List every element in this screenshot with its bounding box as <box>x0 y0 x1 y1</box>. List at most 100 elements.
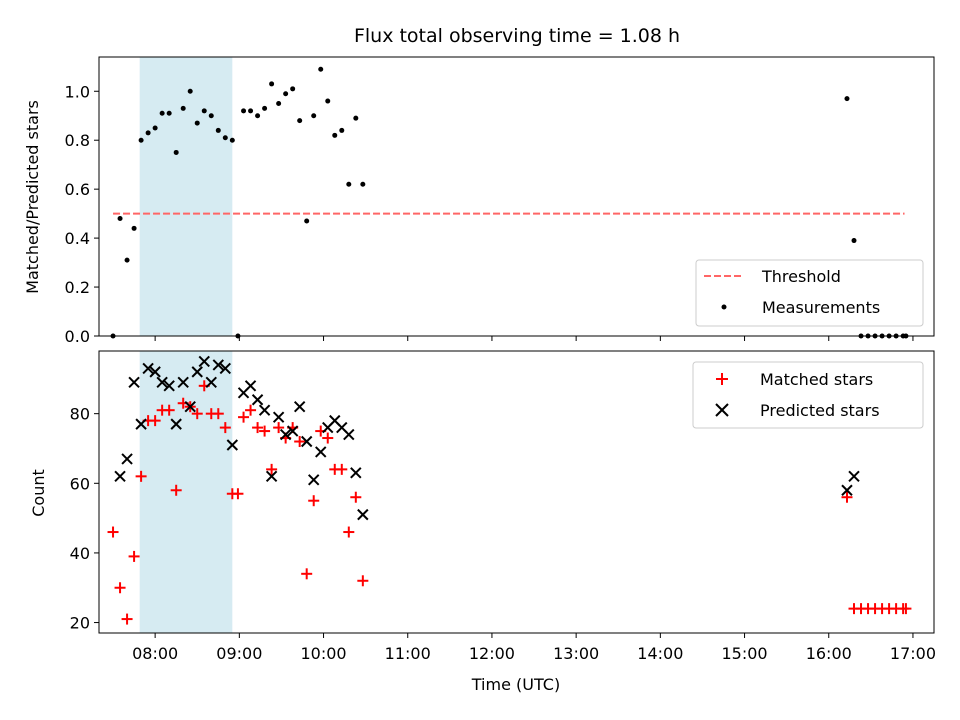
measurement-point <box>241 108 247 114</box>
measurement-point <box>138 137 144 143</box>
predicted-stars-series <box>114 355 860 521</box>
y-tick-label: 1.0 <box>65 82 90 101</box>
predicted-star-marker <box>114 470 126 483</box>
bottom-legend: Matched stars Predicted stars <box>692 361 924 429</box>
measurement-point <box>152 125 158 131</box>
bottom-panel: 20 40 60 80 08:00 09:00 10:00 11:00 12:00 13:00 1… <box>29 350 936 694</box>
x-tick-label: 11:00 <box>385 644 431 663</box>
predicted-star-marker <box>315 446 327 458</box>
matched-star-marker <box>219 422 231 434</box>
measurement-point <box>346 181 352 187</box>
bottom-x-axis: 08:00 09:00 10:00 11:00 12:00 13:00 14:00 15:00… <box>132 633 936 663</box>
measurement-point <box>290 86 296 92</box>
predicted-star-marker <box>350 467 362 479</box>
bottom-panel-frame <box>98 350 935 634</box>
legend-predicted-label: Predicted stars <box>760 401 880 420</box>
matched-star-marker <box>252 422 264 434</box>
predicted-star-marker <box>205 376 217 389</box>
predicted-star-marker <box>142 362 154 375</box>
legend-measurements-label: Measurements <box>762 298 880 317</box>
predicted-star-marker <box>198 355 210 368</box>
predicted-star-marker <box>226 439 239 451</box>
x-axis-label: Time (UTC) <box>471 675 560 694</box>
measurement-point <box>131 225 137 231</box>
matched-star-marker <box>259 425 271 437</box>
matched-star-marker <box>308 495 320 507</box>
measurement-point <box>262 105 268 111</box>
matched-star-marker <box>357 575 369 587</box>
measurement-point <box>318 66 324 72</box>
matched-star-marker <box>343 526 355 538</box>
predicted-star-marker <box>279 428 292 441</box>
predicted-star-marker <box>156 376 168 389</box>
measurement-point <box>269 81 275 87</box>
measurement-point <box>180 105 186 111</box>
x-tick-label: 14:00 <box>637 644 683 663</box>
matched-star-marker <box>170 484 182 496</box>
predicted-star-marker <box>848 470 860 483</box>
predicted-star-marker <box>300 435 313 448</box>
top-y-axis: 0.0 0.2 0.4 0.6 0.8 1.0 <box>65 82 99 346</box>
bottom-y-axis: 20 40 60 80 <box>70 405 99 633</box>
matched-star-marker <box>238 411 250 423</box>
x-tick-label: 16:00 <box>806 644 852 663</box>
measurement-point <box>276 101 282 106</box>
matched-star-marker <box>149 415 161 427</box>
predicted-star-marker <box>272 411 285 423</box>
measurement-point <box>194 120 200 126</box>
y-tick-label: 0.4 <box>65 229 90 248</box>
measurement-point <box>360 181 366 187</box>
predicted-star-marker <box>212 359 224 371</box>
measurement-point <box>851 238 857 244</box>
measurement-point <box>117 216 123 222</box>
matched-star-marker <box>841 491 853 503</box>
matched-star-marker <box>212 408 224 420</box>
matched-star-marker <box>266 463 278 475</box>
top-x-ticks <box>154 336 914 341</box>
predicted-star-marker <box>258 404 271 416</box>
y-tick-label: 0.0 <box>65 327 90 346</box>
matched-star-marker <box>350 491 362 503</box>
predicted-star-marker <box>343 428 355 441</box>
matched-star-marker <box>245 404 257 416</box>
y-tick-label: 80 <box>70 405 90 424</box>
x-tick-label: 17:00 <box>890 644 936 663</box>
matched-star-marker <box>135 470 147 482</box>
predicted-star-marker <box>251 394 264 406</box>
y-tick-label: 60 <box>70 474 90 493</box>
shaded-interval-rect <box>139 57 233 336</box>
bottom-legend-box <box>692 361 924 429</box>
legend-matched-swatch <box>716 373 728 385</box>
matched-star-marker <box>273 422 285 434</box>
measurement-point <box>311 113 317 119</box>
top-shaded-interval <box>139 57 233 336</box>
measurement-point <box>325 98 331 104</box>
matched-star-marker <box>114 582 126 594</box>
measurement-point <box>339 127 345 133</box>
y-tick-label: 0.2 <box>65 278 90 297</box>
predicted-star-marker <box>265 470 278 483</box>
legend-matched-label: Matched stars <box>760 370 873 389</box>
y-tick-label: 40 <box>70 544 90 563</box>
top-legend: Threshold Measurements <box>695 259 924 327</box>
measurement-point <box>332 132 338 138</box>
matched-star-marker <box>107 526 119 538</box>
predicted-star-marker <box>184 400 196 413</box>
x-tick-label: 09:00 <box>216 644 262 663</box>
matched-star-marker <box>301 568 313 580</box>
x-tick-label: 13:00 <box>553 644 599 663</box>
predicted-star-marker <box>170 418 182 430</box>
measurement-point <box>208 113 214 119</box>
measurement-point <box>187 88 193 94</box>
matched-star-marker <box>163 404 175 416</box>
legend-threshold-label: Threshold <box>761 267 841 286</box>
measurement-point <box>201 108 207 114</box>
predicted-star-marker <box>121 453 133 465</box>
measurement-point <box>229 137 235 143</box>
predicted-star-marker <box>219 362 232 375</box>
predicted-star-marker <box>128 376 140 389</box>
x-tick-label: 12:00 <box>469 644 515 663</box>
x-tick-label: 10:00 <box>300 644 346 663</box>
measurement-point <box>255 113 261 119</box>
